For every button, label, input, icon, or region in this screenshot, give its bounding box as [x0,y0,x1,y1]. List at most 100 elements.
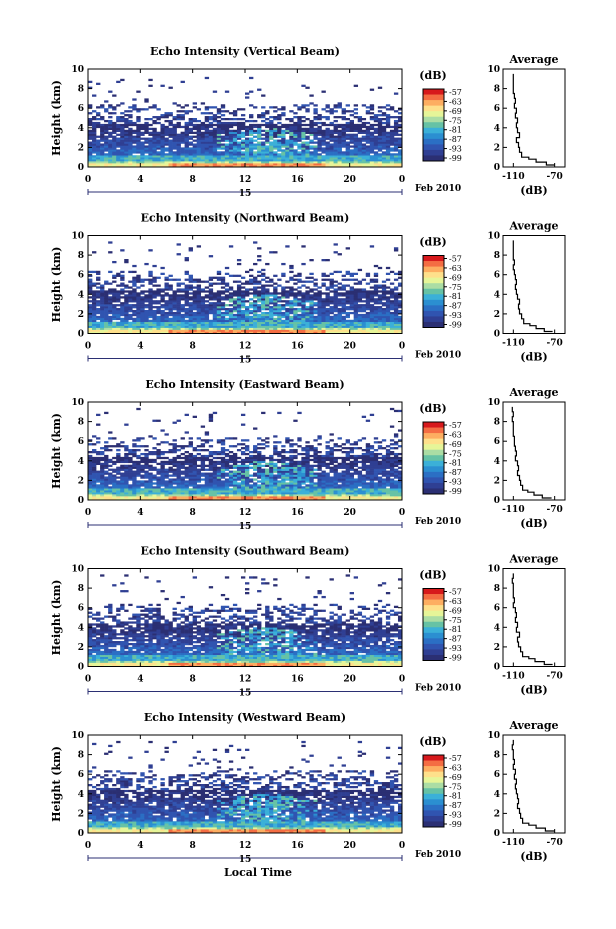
heatmap-cell [285,123,290,127]
heatmap-cell [192,143,197,146]
heatmap-cell [305,292,310,295]
heatmap-cell [232,437,238,440]
heatmap-cell [245,288,250,291]
heatmap-cell [365,321,371,324]
heatmap-cell [160,153,165,156]
heatmap-cell [96,472,101,475]
heatmap-cell [100,309,105,313]
heatmap-cell [321,139,326,142]
heatmap-cell [261,114,266,117]
heatmap-cell [204,137,210,140]
heatmap-cell [285,292,290,295]
heatmap-cell [373,118,379,121]
heatmap-cell [140,496,145,499]
heatmap-cell [108,121,113,125]
heatmap-cell [124,153,129,156]
heatmap-cell [208,413,214,417]
heatmap-cell [176,116,181,119]
heatmap-cell [136,456,141,460]
heatmap-cell [124,492,129,495]
heatmap-cell [176,464,181,467]
heatmap-cell [184,325,189,328]
heatmap-cell [180,460,185,464]
heatmap-cell [277,125,282,129]
heatmap-cell [224,155,230,158]
heatmap-cell [136,480,141,483]
heatmap-cell [341,163,346,166]
heatmap-cell [212,494,218,497]
heatmap-cell [200,492,206,495]
heatmap-cell [108,161,113,164]
heatmap-cell [377,119,383,123]
heatmap-cell [220,480,226,483]
heatmap-cell [140,456,145,460]
heatmap-cell [88,292,93,295]
heatmap-cell [325,165,330,168]
heatmap-cell [140,474,145,477]
heatmap-cell [156,476,161,479]
heatmap-cell [112,276,117,279]
heatmap-cell [257,313,262,317]
heatmap-cell [285,118,290,121]
heatmap-cell [305,319,310,323]
heatmap-cell [321,329,326,332]
heatmap-cell [313,308,318,311]
heatmap-cell [208,417,214,420]
heatmap-cell [357,298,363,301]
heatmap-cell [337,308,342,311]
heatmap-cell [289,147,294,150]
heatmap-cell [92,321,97,324]
heatmap-cell [164,157,169,160]
heatmap-cell [200,139,206,142]
heatmap-cell [184,135,189,138]
heatmap-cell [305,315,310,319]
heatmap-cell [236,145,242,148]
heatmap-cell [309,315,314,319]
heatmap-cell [144,315,149,319]
heatmap-cell [240,470,246,473]
heatmap-cell [200,133,206,136]
colorbar-swatch [423,255,444,262]
heatmap-cell [337,286,342,289]
heatmap-cell [92,449,97,452]
heatmap-cell [156,121,161,125]
heatmap-cell [245,468,250,471]
avg-y-tick-label: 2 [494,143,500,153]
heatmap-cell [120,325,125,328]
heatmap-cell [144,480,149,483]
heatmap-cell [353,313,359,317]
heatmap-cell [120,331,125,334]
heatmap-cell [333,331,338,334]
heatmap-cell [132,460,137,464]
heatmap-cell [289,329,294,332]
heatmap-cell [393,161,399,164]
heatmap-cell [377,118,383,121]
heatmap-cell [96,458,101,462]
heatmap-cell [249,104,254,107]
heatmap-cell [333,308,338,311]
heatmap-cell [325,157,330,160]
heatmap-cell [220,449,226,452]
heatmap-cell [88,112,93,115]
heatmap-cell [236,300,242,303]
heatmap-cell [216,159,222,162]
heatmap-cell [317,294,322,297]
heatmap-cell [116,317,121,321]
heatmap-cell [196,300,202,303]
heatmap-cell [369,331,375,334]
heatmap-cell [224,313,230,317]
heatmap-cell [333,292,338,295]
heatmap-cell [192,304,197,307]
heatmap-cell [192,306,197,309]
heatmap-cell [88,300,93,303]
heatmap-cell [389,270,395,274]
heatmap-cell [204,498,210,501]
heatmap-cell [188,288,193,291]
heatmap-cell [104,460,109,464]
heatmap-cell [188,274,193,277]
heatmap-cell [100,482,105,485]
heatmap-cell [96,118,101,121]
heatmap-cell [329,123,334,127]
heatmap-cell [301,161,306,164]
heatmap-cell [381,121,387,125]
